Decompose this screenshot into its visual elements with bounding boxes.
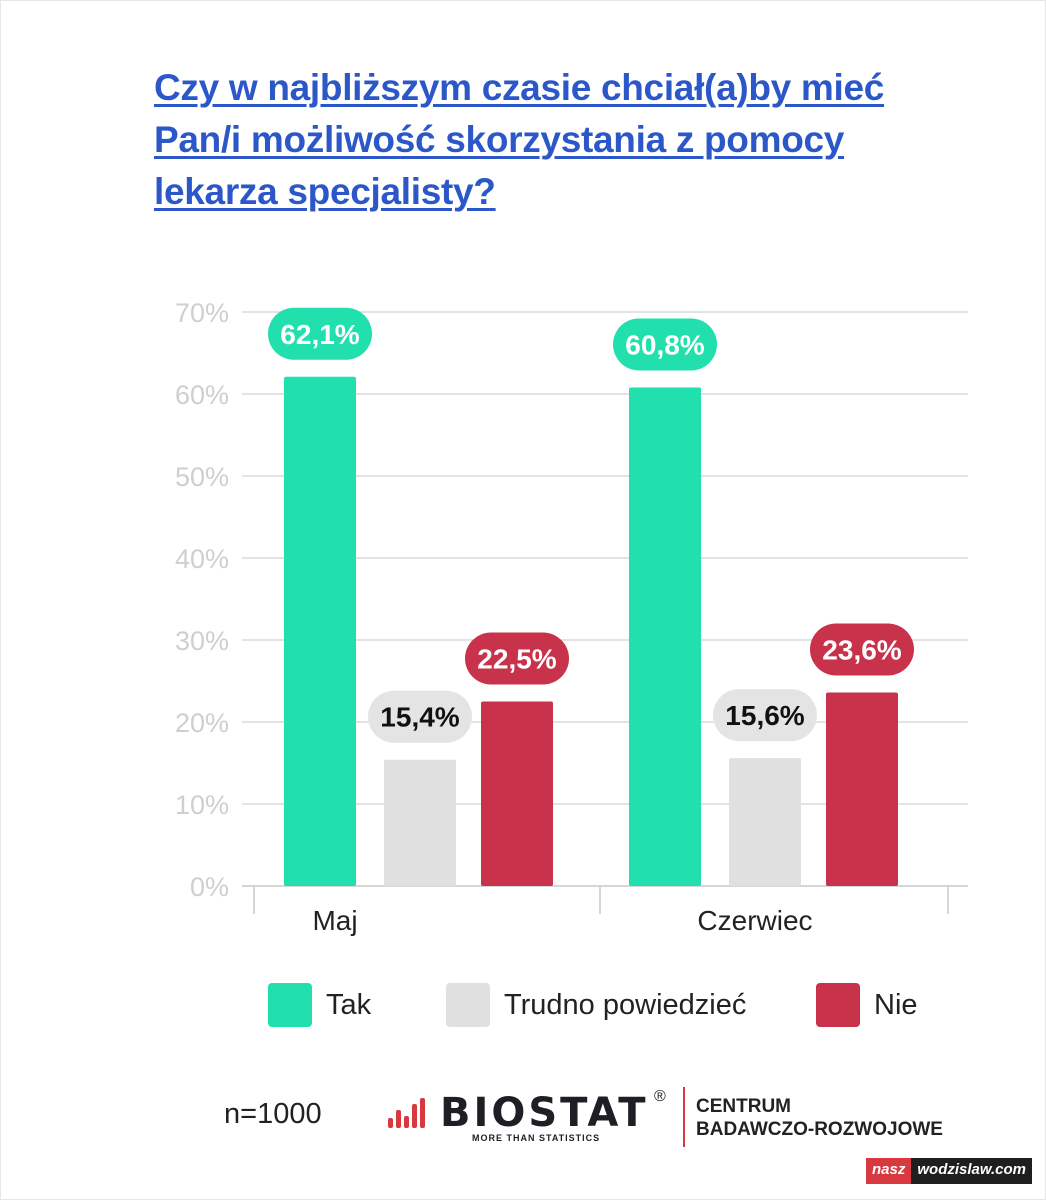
watermark-part: nasz <box>866 1158 912 1184</box>
legend-label: Tak <box>326 988 372 1021</box>
y-tick-label: 40% <box>175 544 229 574</box>
bar-tak <box>629 387 701 886</box>
legend-item-nie: Nie <box>816 983 918 1027</box>
title-line: Pan/i możliwość skorzystania z pomocy <box>154 119 845 160</box>
watermark-logo: nasz wodzislaw.com <box>866 1158 1032 1184</box>
bar-chart: 0% 10% 20% 30% 40% 50% 60% 70% Maj 62,1% 15,4% 22,5… <box>175 298 968 936</box>
data-label-pill <box>713 689 817 742</box>
data-label: 23,6% <box>822 634 901 665</box>
sample-size: n=1000 <box>224 1098 322 1130</box>
legend-swatch <box>816 983 860 1027</box>
legend-swatch <box>446 983 490 1027</box>
legend-swatch <box>268 983 312 1027</box>
data-label: 60,8% <box>625 329 704 360</box>
legend-label: Trudno powiedzieć <box>504 988 747 1021</box>
brand-divider <box>683 1087 685 1147</box>
y-tick-label: 70% <box>175 298 229 328</box>
y-tick-label: 0% <box>190 872 229 902</box>
y-tick-label: 60% <box>175 380 229 410</box>
centre-line: BADAWCZO-ROZWOJOWE <box>696 1119 943 1140</box>
research-centre-label: CENTRUM BADAWCZO-ROZWOJOWE <box>696 1095 943 1141</box>
brand-name: BIOSTAT <box>440 1090 649 1136</box>
data-label-pill <box>368 690 472 743</box>
registered-mark: ® <box>654 1088 666 1105</box>
data-label: 22,5% <box>477 644 556 675</box>
legend-item-trudno-powiedziec: Trudno powiedzieć <box>446 983 746 1027</box>
title-line: Czy w najbliższym czasie chciał(a)by mie… <box>154 67 885 108</box>
bars-logo-icon <box>388 1096 428 1128</box>
data-label: 15,6% <box>725 700 804 731</box>
x-category-label: Czerwiec <box>697 905 812 936</box>
title-line: lekarza specjalisty? <box>154 171 496 212</box>
bar-nie <box>826 692 898 886</box>
bar-tak <box>284 376 356 886</box>
legend-item-tak: Tak <box>268 983 371 1027</box>
y-tick-label: 50% <box>175 462 229 492</box>
y-tick-label: 10% <box>175 790 229 820</box>
data-label-pill <box>465 632 569 685</box>
y-tick-label: 30% <box>175 626 229 656</box>
data-label-pill <box>810 623 914 676</box>
legend-label: Nie <box>874 988 918 1021</box>
bar-trudno-powiedzieć <box>729 758 801 886</box>
centre-line: CENTRUM <box>696 1096 791 1117</box>
bar-trudno-powiedzieć <box>384 759 456 886</box>
data-label-pill <box>268 307 372 360</box>
chart-title: Czy w najbliższym czasie chciał(a)by mie… <box>154 62 1014 218</box>
data-label: 62,1% <box>280 319 359 350</box>
x-category-label: Maj <box>312 905 357 936</box>
data-label: 15,4% <box>380 702 459 733</box>
bar-nie <box>481 701 553 886</box>
brand-tagline: MORE THAN STATISTICS <box>472 1133 601 1143</box>
watermark-part: wodzislaw.com <box>911 1158 1032 1184</box>
y-tick-label: 20% <box>175 708 229 738</box>
data-label-pill <box>613 318 717 371</box>
